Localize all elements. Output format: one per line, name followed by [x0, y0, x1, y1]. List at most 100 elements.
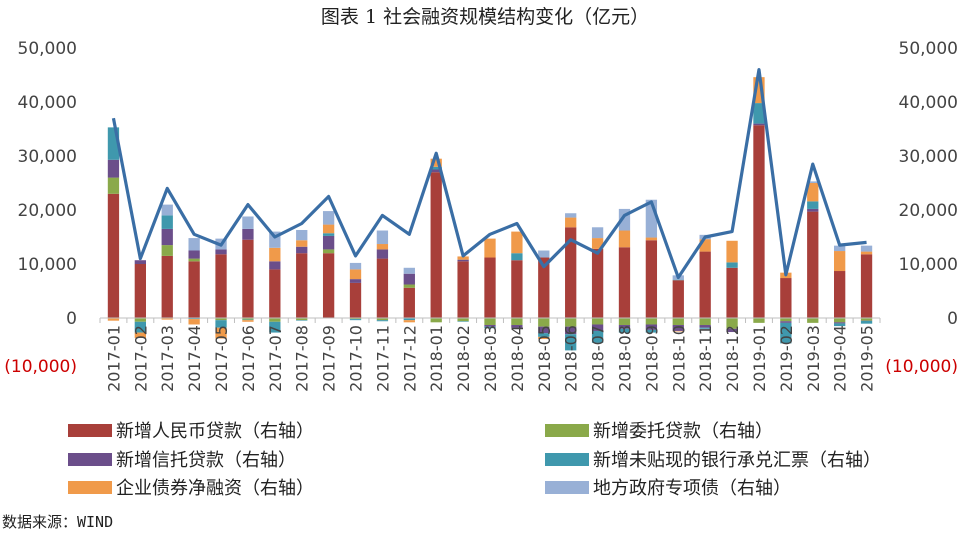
bar-segment: [161, 255, 173, 318]
bar-segment: [645, 237, 658, 241]
bar-segment: [188, 238, 200, 251]
bar-segment: [349, 262, 362, 270]
bar-segment: [349, 269, 362, 280]
bar-segment: [726, 262, 738, 268]
bar-segment: [834, 323, 846, 327]
bar-segment: [161, 215, 173, 229]
bar-segment: [860, 320, 873, 324]
y-tick-label-right: (10,000): [885, 357, 958, 377]
bar-segment: [242, 216, 254, 229]
bar-segment: [215, 249, 227, 255]
bar-segment: [807, 318, 819, 323]
bar-segment: [860, 318, 873, 321]
bar-segment: [403, 287, 415, 318]
bar-segment: [430, 158, 442, 167]
bar-segment: [349, 318, 362, 320]
bar-segment: [511, 325, 523, 328]
bar-segment: [618, 318, 631, 326]
x-tick-label: 2018-12: [723, 325, 742, 392]
y-tick-label-left: 40,000: [18, 93, 77, 113]
bar-segment: [349, 282, 362, 318]
bar-segment: [591, 324, 604, 331]
y-tick-label-left: 50,000: [18, 39, 77, 59]
bar-segment: [430, 169, 442, 173]
bar-segment: [780, 322, 792, 344]
bar-segment: [726, 240, 738, 263]
right-y-axis: (10,000) 0 10,000 20,000 30,000 40,000 50,000: [885, 39, 958, 377]
bar-segment: [188, 261, 200, 318]
bar-segment: [753, 318, 765, 323]
bar-segment: [457, 321, 469, 322]
bar-segment: [376, 258, 389, 318]
bar-segment: [161, 228, 173, 246]
bar-segment: [672, 280, 684, 318]
bar-segment: [215, 320, 227, 328]
total-line: [111, 67, 867, 280]
x-tick-label: 2017-12: [400, 325, 419, 392]
bar-segment: [215, 254, 227, 318]
x-tick-label: 2017-05: [212, 325, 231, 392]
bar-segment: [269, 269, 281, 318]
bar-segment: [538, 257, 550, 318]
bar-segment: [645, 318, 658, 325]
bar-segment: [188, 250, 200, 259]
bar-segment: [565, 318, 577, 327]
x-tick-label: 2017-02: [131, 325, 150, 392]
bar-segment: [565, 213, 577, 218]
x-tick-label: 2017-10: [347, 325, 366, 392]
bar-segment: [726, 328, 738, 333]
x-tick-label: 2017-08: [293, 325, 312, 392]
bar-segment: [161, 245, 173, 256]
bar-segment: [538, 326, 550, 334]
bar-segment: [188, 319, 200, 325]
bar-segment: [215, 318, 227, 321]
bar-segment: [538, 333, 550, 337]
bar-segment: [107, 177, 120, 194]
x-tick-label: 2018-10: [669, 325, 688, 392]
bar-segment: [349, 279, 362, 283]
bar-segment: [322, 233, 335, 236]
bar-segment: [780, 278, 792, 318]
bar-segment: [645, 324, 658, 330]
bar-segment: [107, 159, 120, 178]
bar-segment: [403, 284, 415, 288]
y-tick-label-right: 10,000: [899, 255, 958, 275]
bar-segment: [376, 320, 389, 322]
bar-segment: [134, 332, 146, 338]
bar-segment: [699, 318, 711, 326]
bar-segment: [672, 325, 684, 331]
bar-segment: [242, 319, 254, 321]
bar-segment: [242, 228, 254, 240]
bar-segment: [322, 235, 335, 250]
bar-segment: [565, 217, 577, 228]
stacked-bars: [107, 77, 873, 351]
bar-segment: [403, 318, 415, 321]
bar-segment: [242, 239, 254, 318]
bar-segment: [269, 318, 281, 322]
bar-segment: [376, 244, 389, 250]
bar-segment: [403, 273, 415, 285]
bar-segment: [242, 318, 254, 320]
bar-segment: [807, 208, 819, 212]
x-tick-label: 2018-09: [642, 325, 661, 392]
bar-segment: [484, 318, 496, 326]
y-tick-label-left: (10,000): [4, 357, 77, 377]
x-tick-label: 2018-05: [535, 325, 554, 392]
bar-segment: [753, 77, 765, 104]
bar-segment: [860, 254, 873, 318]
bar-segment: [269, 247, 281, 262]
x-tick-label: 2018-06: [562, 325, 581, 392]
bar-segment: [296, 229, 308, 241]
x-tick-label: 2018-04: [508, 325, 527, 392]
bar-segment: [269, 261, 281, 270]
bar-segment: [430, 166, 442, 170]
x-tick-label: 2017-06: [239, 325, 258, 392]
x-tick-label: 2019-04: [831, 325, 850, 392]
bar-segment: [296, 253, 308, 318]
x-tick-label: 2017-07: [266, 325, 285, 392]
bar-segment: [134, 260, 146, 264]
bar-segment: [726, 318, 738, 329]
x-axis-labels: 2017-01 2017-02 2017-03 2017-04 2017-05 2017-…: [104, 325, 876, 392]
bar-segment: [672, 318, 684, 326]
bar-segment: [296, 246, 308, 254]
